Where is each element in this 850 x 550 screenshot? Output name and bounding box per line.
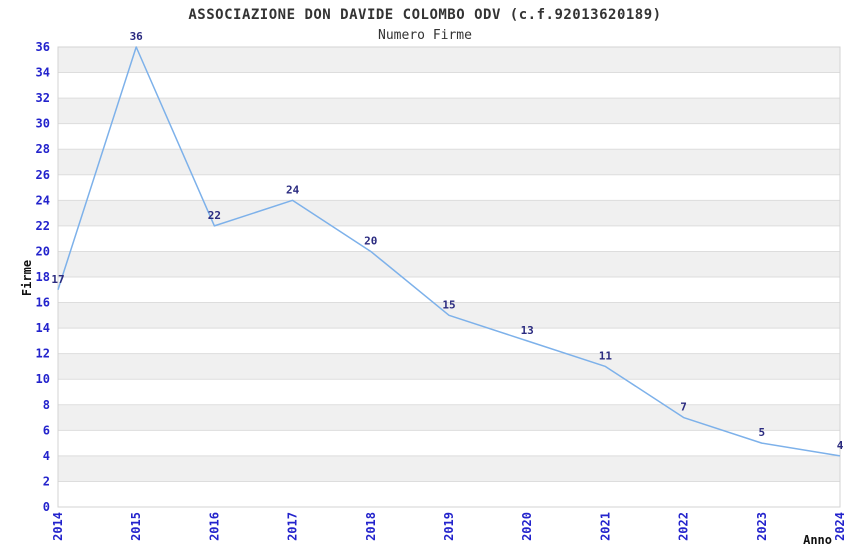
y-tick-label: 32	[36, 91, 50, 105]
y-tick-label: 14	[36, 321, 50, 335]
x-tick-label: 2021	[598, 512, 612, 541]
data-line	[57, 46, 841, 457]
point-label: 15	[442, 298, 455, 311]
x-tick-label: 2023	[755, 512, 769, 541]
x-tick-label: 2016	[207, 512, 221, 541]
x-tick-label: 2018	[364, 512, 378, 541]
plot-border	[57, 46, 841, 508]
x-tick-label: 2019	[442, 512, 456, 541]
y-tick-label: 36	[36, 40, 50, 54]
stripe-band	[58, 353, 840, 380]
point-label: 17	[51, 273, 64, 286]
stripe-band	[58, 200, 840, 226]
point-label: 11	[599, 349, 613, 362]
y-tick-label: 16	[36, 296, 50, 310]
stripe-band	[58, 98, 840, 124]
x-tick-label: 2015	[129, 512, 143, 541]
y-tick-label: 8	[43, 398, 50, 412]
y-tick-label: 22	[36, 219, 50, 233]
stripe-band	[58, 149, 840, 175]
x-tick-label: 2014	[51, 512, 65, 541]
stripe-band	[58, 47, 840, 73]
x-tick-label: 2017	[286, 512, 300, 541]
x-tick-label: 2024	[833, 512, 847, 541]
y-tick-label: 10	[36, 372, 50, 386]
point-label: 4	[837, 439, 844, 452]
x-tick-label: 2022	[677, 512, 691, 541]
point-label: 22	[208, 209, 221, 222]
y-tick-label: 26	[36, 168, 50, 182]
y-tick-label: 12	[36, 347, 50, 361]
point-label: 36	[130, 30, 144, 43]
y-tick-label: 28	[36, 142, 50, 156]
chart-title: ASSOCIAZIONE DON DAVIDE COLOMBO ODV (c.f…	[188, 7, 662, 23]
y-tick-label: 34	[36, 66, 50, 80]
y-tick-label: 0	[43, 500, 50, 514]
point-label: 13	[521, 324, 534, 337]
point-label: 24	[286, 183, 300, 196]
point-label: 20	[364, 234, 377, 247]
stripe-band	[58, 404, 840, 431]
x-axis-label: Anno	[803, 533, 832, 547]
stripe-band	[58, 251, 840, 277]
y-tick-label: 24	[36, 193, 50, 207]
y-tick-label: 30	[36, 117, 50, 131]
y-tick-label: 4	[43, 449, 50, 463]
x-tick-label: 2020	[520, 512, 534, 541]
y-tick-label: 20	[36, 244, 50, 258]
chart-subtitle: Numero Firme	[378, 28, 472, 43]
stripe-band	[58, 455, 840, 482]
point-label: 5	[758, 426, 765, 439]
y-tick-label: 2	[43, 474, 50, 488]
y-tick-label: 6	[43, 423, 50, 437]
point-label: 7	[680, 401, 687, 414]
y-tick-label: 18	[36, 270, 50, 284]
